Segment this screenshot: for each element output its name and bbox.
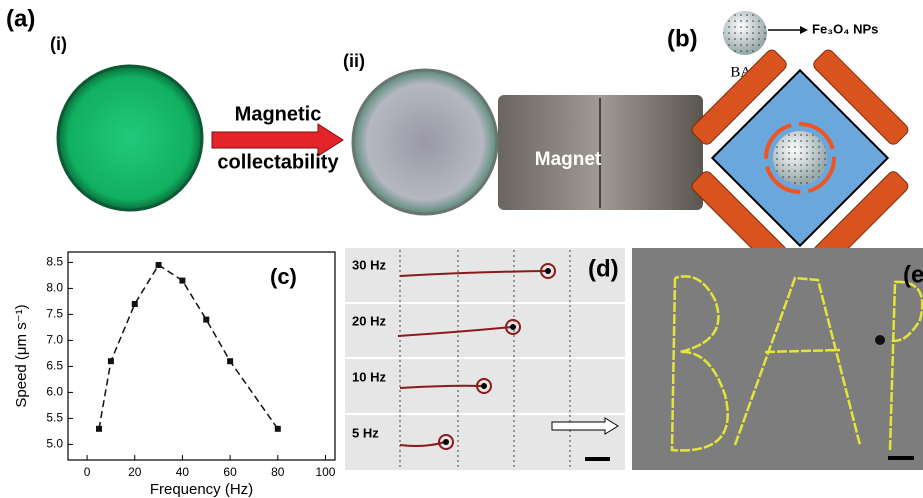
particle-label: Fe₃O₄ NPs	[812, 21, 878, 36]
pointer-head	[800, 26, 808, 34]
y-tick-label: 6.5	[46, 359, 63, 373]
scale-bar	[585, 457, 610, 461]
trend-line	[99, 265, 278, 429]
point	[132, 301, 138, 307]
point	[179, 278, 185, 284]
panel-label: (a)	[6, 5, 35, 32]
petri-dish	[58, 66, 202, 210]
petri-dish	[353, 70, 497, 214]
y-tick-label: 7.0	[46, 333, 63, 347]
y-tick-label: 8.5	[46, 255, 63, 269]
x-tick-label: 20	[128, 465, 142, 479]
row-label: 5 Hz	[352, 425, 379, 440]
panel-label: (c)	[270, 264, 297, 289]
point	[96, 426, 102, 432]
y-tick-label: 5.0	[46, 437, 63, 451]
x-tick-label: 60	[223, 465, 237, 479]
y-tick-label: 8.0	[46, 281, 63, 295]
point	[227, 358, 233, 364]
x-tick-label: 80	[271, 465, 285, 479]
x-axis-title: Frequency (Hz)	[150, 481, 253, 498]
arrow-text: Magnetic	[235, 103, 322, 125]
row-label: 20 Hz	[352, 313, 386, 328]
y-tick-label: 5.5	[46, 411, 63, 425]
row-label: 10 Hz	[352, 369, 386, 384]
bap-dots	[773, 131, 827, 185]
point	[275, 426, 281, 432]
panel-label: (b)	[667, 25, 698, 52]
bap-dots	[723, 11, 767, 55]
figure: (a) (i) (ii) Magnet Magnetic collectabil…	[0, 0, 923, 498]
x-tick-label: 100	[315, 465, 335, 479]
sub-label: (ii)	[343, 51, 365, 71]
sub-label: (i)	[50, 34, 67, 54]
magnet-text: Magnet	[535, 149, 602, 170]
row-label: 30 Hz	[352, 257, 386, 272]
x-tick-label: 0	[84, 465, 91, 479]
y-axis-title: Speed (μm s⁻¹)	[13, 304, 30, 407]
x-tick-label: 40	[176, 465, 190, 479]
y-tick-label: 6.0	[46, 385, 63, 399]
point	[156, 262, 162, 268]
robot	[875, 335, 885, 345]
y-tick-label: 7.5	[46, 307, 63, 321]
panel-label: (e	[903, 261, 923, 288]
arrow-text: collectability	[217, 151, 339, 173]
point	[203, 317, 209, 323]
scale-bar	[888, 456, 914, 460]
panel-label: (d)	[588, 255, 619, 282]
point	[108, 358, 114, 364]
